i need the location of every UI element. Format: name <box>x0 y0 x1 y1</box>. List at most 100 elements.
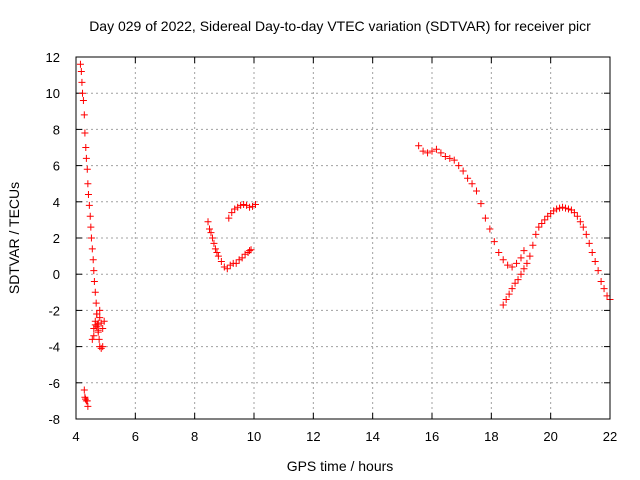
data-point <box>210 239 218 247</box>
data-point <box>81 393 89 401</box>
data-point <box>514 276 522 284</box>
data-point <box>517 254 525 262</box>
data-point <box>585 239 593 247</box>
data-point <box>100 317 108 325</box>
x-tick-label: 22 <box>603 429 617 444</box>
data-point <box>520 265 528 273</box>
data-point <box>97 344 105 352</box>
data-point <box>91 321 99 329</box>
data-point <box>529 241 537 249</box>
y-tick-label: -4 <box>48 340 60 355</box>
data-point <box>597 277 605 285</box>
data-point <box>77 67 85 75</box>
data-point <box>246 247 254 255</box>
x-tick-label: 16 <box>425 429 439 444</box>
data-point <box>415 142 423 150</box>
data-point <box>504 261 512 269</box>
data-point <box>93 310 101 318</box>
data-point <box>556 204 564 212</box>
y-tick-label: 6 <box>53 159 60 174</box>
grid <box>76 57 610 419</box>
data-point <box>579 223 587 231</box>
data-point <box>464 174 472 182</box>
data-point <box>232 259 240 267</box>
data-point <box>82 144 90 151</box>
data-point <box>508 263 516 271</box>
data-point <box>473 187 480 195</box>
data-point <box>424 149 432 157</box>
data-point <box>95 335 103 343</box>
data-point <box>241 250 249 258</box>
data-point <box>90 325 98 332</box>
data-marks <box>76 60 614 410</box>
data-point <box>553 205 561 213</box>
data-point <box>83 165 91 173</box>
data-point <box>419 147 427 155</box>
data-point <box>508 285 516 293</box>
data-point <box>78 78 86 86</box>
data-point <box>432 145 440 153</box>
data-point <box>247 246 255 254</box>
data-point <box>594 267 602 275</box>
data-point <box>499 301 507 309</box>
data-point <box>90 267 98 275</box>
data-point <box>517 270 525 278</box>
x-tick-label: 20 <box>543 429 557 444</box>
data-point <box>87 234 95 242</box>
data-point <box>502 296 510 304</box>
data-point <box>79 89 87 97</box>
chart-title: Day 029 of 2022, Sidereal Day-to-day VTE… <box>89 18 591 34</box>
data-point <box>84 191 92 199</box>
data-point <box>481 214 489 222</box>
data-point <box>92 299 100 307</box>
series-segment-3-rise <box>499 203 614 309</box>
data-point <box>206 225 213 233</box>
y-tick-label: 4 <box>53 195 60 210</box>
data-point <box>591 258 599 266</box>
series-segment-1-low <box>80 386 92 410</box>
data-point <box>523 259 531 267</box>
data-point <box>76 60 84 68</box>
data-point <box>564 205 572 213</box>
data-point <box>214 252 222 260</box>
data-point <box>88 335 96 343</box>
data-point <box>441 153 449 161</box>
data-point <box>246 203 254 211</box>
data-point <box>428 147 436 155</box>
y-tick-label: 8 <box>53 122 60 137</box>
x-tick-label: 12 <box>306 429 320 444</box>
data-point <box>513 259 521 267</box>
data-point <box>82 154 90 162</box>
data-point <box>79 96 87 104</box>
data-point <box>573 212 581 220</box>
data-point <box>231 205 239 213</box>
data-point <box>81 395 89 403</box>
series-segment-1-cluster <box>88 306 108 352</box>
data-point <box>86 212 94 220</box>
y-axis-label: SDTVAR / TECUs <box>6 182 22 294</box>
x-axis-label: GPS time / hours <box>287 458 394 474</box>
data-point <box>490 238 498 246</box>
data-point <box>437 149 445 157</box>
data-point <box>84 180 92 188</box>
data-point <box>204 218 212 226</box>
y-tick-label: -8 <box>48 412 60 427</box>
data-point <box>588 248 596 256</box>
x-tick-label: 14 <box>365 429 379 444</box>
data-point <box>499 256 507 264</box>
x-tick-label: 8 <box>191 429 198 444</box>
data-point <box>570 209 578 217</box>
data-point <box>550 207 558 215</box>
x-axis-ticks: 4 6 8 10 12 14 16 18 20 22 <box>72 57 617 444</box>
data-point <box>249 202 257 210</box>
data-point <box>213 248 221 256</box>
data-point <box>535 223 543 231</box>
data-point <box>207 229 215 237</box>
data-point <box>81 129 89 137</box>
data-point <box>562 204 569 212</box>
data-point <box>532 230 540 238</box>
data-point <box>450 156 458 164</box>
data-point <box>90 277 98 285</box>
data-point <box>538 220 546 228</box>
